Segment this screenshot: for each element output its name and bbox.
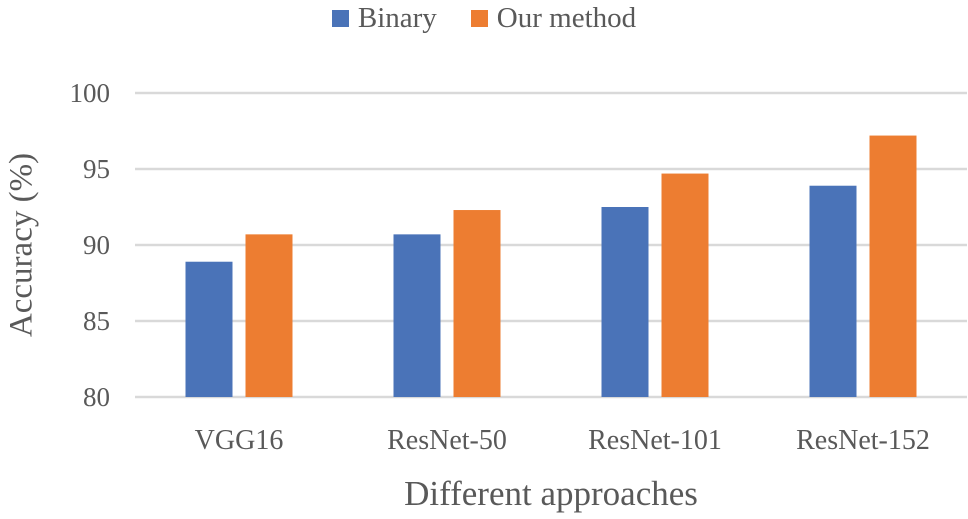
legend-item-binary: Binary <box>331 2 437 35</box>
bar-our-method-resnet-50 <box>453 210 501 397</box>
legend-swatch-binary <box>331 10 349 27</box>
legend-item-our-method: Our method <box>470 2 637 35</box>
bar-binary-resnet-101 <box>601 207 649 397</box>
legend: Binary Our method <box>0 2 968 35</box>
y-tick-label: 100 <box>70 78 111 108</box>
bar-our-method-vgg16 <box>245 234 293 397</box>
y-tick-label: 95 <box>83 154 110 184</box>
x-tick-label: ResNet-152 <box>796 425 930 456</box>
x-tick-label: ResNet-50 <box>387 425 507 456</box>
y-tick-label: 80 <box>83 382 110 412</box>
x-axis-title: Different approaches <box>404 474 698 513</box>
bar-binary-resnet-50 <box>393 234 441 397</box>
bar-our-method-resnet-152 <box>869 135 917 397</box>
y-tick-label: 90 <box>83 230 110 260</box>
y-axis-title: Accuracy (%) <box>3 152 40 338</box>
x-tick-label: VGG16 <box>195 425 284 456</box>
bar-binary-resnet-152 <box>809 185 857 397</box>
legend-label-binary: Binary <box>357 2 437 34</box>
legend-swatch-our-method <box>470 10 488 27</box>
y-tick-label: 85 <box>83 306 110 336</box>
bar-our-method-resnet-101 <box>661 173 709 397</box>
bar-binary-vgg16 <box>185 261 233 397</box>
legend-label-our-method: Our method <box>496 2 637 34</box>
x-tick-label: ResNet-101 <box>588 425 722 456</box>
